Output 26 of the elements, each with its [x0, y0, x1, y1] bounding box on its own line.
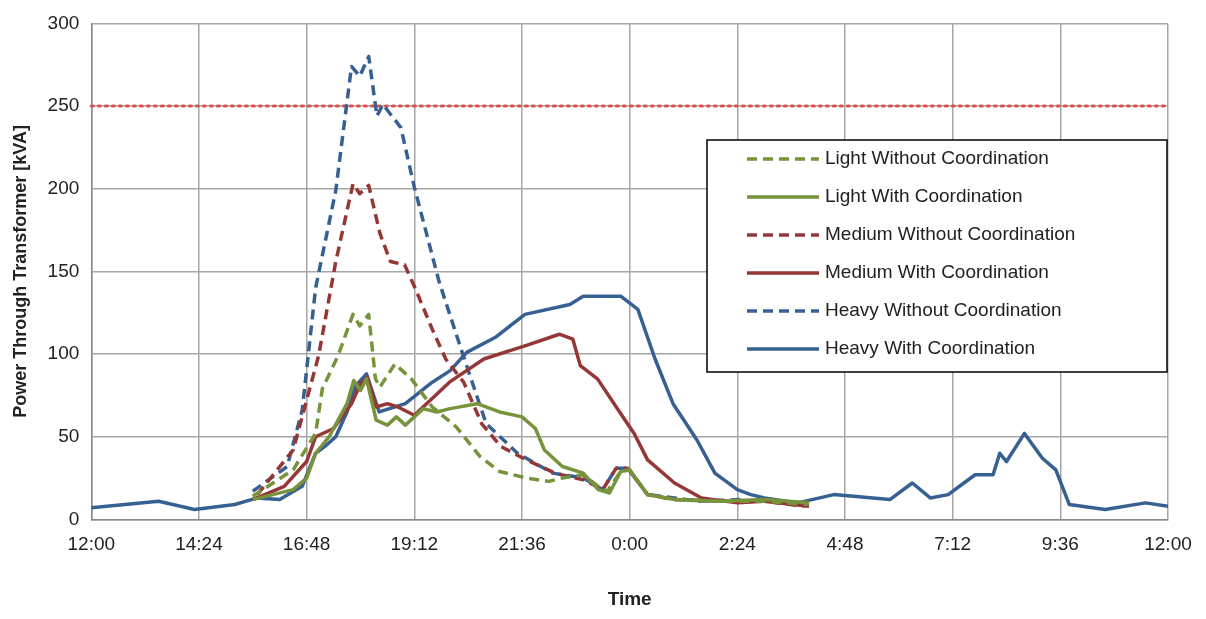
x-tick-label: 21:36 [498, 533, 546, 555]
legend-label: Light Without Coordination [825, 147, 1049, 169]
y-tick-label: 250 [47, 94, 80, 116]
x-tick-label: 19:12 [390, 533, 439, 555]
y-tick-label: 0 [68, 507, 80, 529]
legend-label: Medium Without Coordination [825, 223, 1076, 245]
y-tick-label: 100 [47, 342, 80, 364]
x-tick-label: 12:00 [67, 533, 116, 555]
x-tick-label: 7:12 [934, 533, 972, 555]
y-tick-label: 150 [47, 259, 80, 281]
x-tick-label: 4:48 [826, 533, 864, 555]
x-tick-label: 14:24 [175, 533, 224, 555]
legend-label: Heavy With Coordination [825, 337, 1036, 359]
legend-label: Heavy Without Coordination [825, 299, 1062, 321]
y-tick-label: 300 [47, 11, 80, 33]
legend-label: Medium With Coordination [825, 261, 1049, 283]
y-axis-title: Power Through Transformer [kVA] [9, 125, 30, 418]
x-tick-label: 2:24 [718, 533, 757, 555]
legend-label: Light With Coordination [825, 185, 1023, 207]
y-tick-label: 200 [47, 176, 80, 198]
x-axis-title: Time [607, 587, 652, 609]
y-tick-label: 50 [58, 424, 80, 446]
x-tick-label: 12:00 [1144, 533, 1192, 555]
x-tick-label: 16:48 [282, 533, 331, 555]
x-tick-label: 9:36 [1041, 533, 1079, 555]
x-tick-label: 0:00 [611, 533, 649, 555]
